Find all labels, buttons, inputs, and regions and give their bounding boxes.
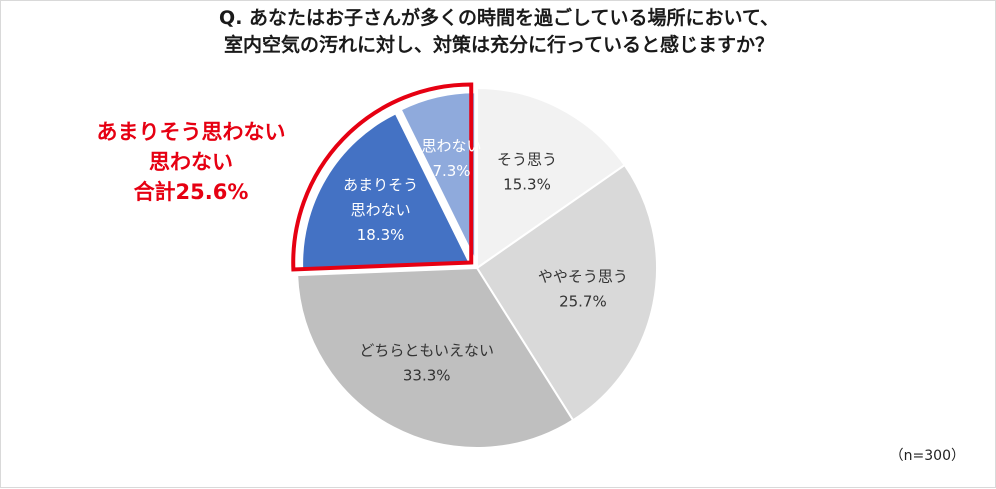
slice-label-2: どちらともいえない [359, 342, 494, 360]
pie-slice-2 [296, 266, 575, 449]
pie-slice-4 [399, 91, 477, 261]
slice-label-0: そう思う [497, 150, 557, 168]
chart-title-line-2: 室内空気の汚れに対し、対策は充分に行っていると感じますか？ [223, 34, 775, 56]
pie-slice-1 [475, 163, 658, 422]
slice-label-3: 思わない [351, 201, 411, 219]
highlight-callout: あまりそう思わない 思わない 合計25.6% [71, 117, 311, 207]
slice-label-3: あまりそう [343, 176, 418, 194]
slice-value-2: 33.3% [403, 367, 451, 385]
slice-value-0: 15.3% [503, 175, 551, 193]
highlight-outline [291, 82, 474, 272]
pie-slice-0 [476, 86, 627, 270]
sample-size-note: （n=300） [889, 448, 965, 464]
slice-value-4: 7.3% [432, 162, 470, 180]
callout-line-1: あまりそう思わない [96, 120, 286, 144]
pie-slices [296, 86, 658, 449]
chart-title: Q. あなたはお子さんが多くの時間を過ごしている場所において、 室内空気の汚れに… [1, 5, 996, 59]
slice-labels: そう思う15.3%ややそう思う25.7%どちらともいえない33.3%あまりそう思… [343, 137, 628, 385]
pie-slice-3 [301, 111, 472, 272]
slice-value-3: 18.3% [357, 226, 405, 244]
slice-value-1: 25.7% [559, 292, 607, 310]
slice-label-4: 思わない [421, 137, 481, 155]
callout-line-3: 合計25.6% [133, 180, 249, 204]
chart-title-line-1: Q. あなたはお子さんが多くの時間を過ごしている場所において、 [219, 7, 779, 29]
slice-label-1: ややそう思う [538, 267, 628, 285]
callout-line-2: 思わない [149, 150, 233, 174]
